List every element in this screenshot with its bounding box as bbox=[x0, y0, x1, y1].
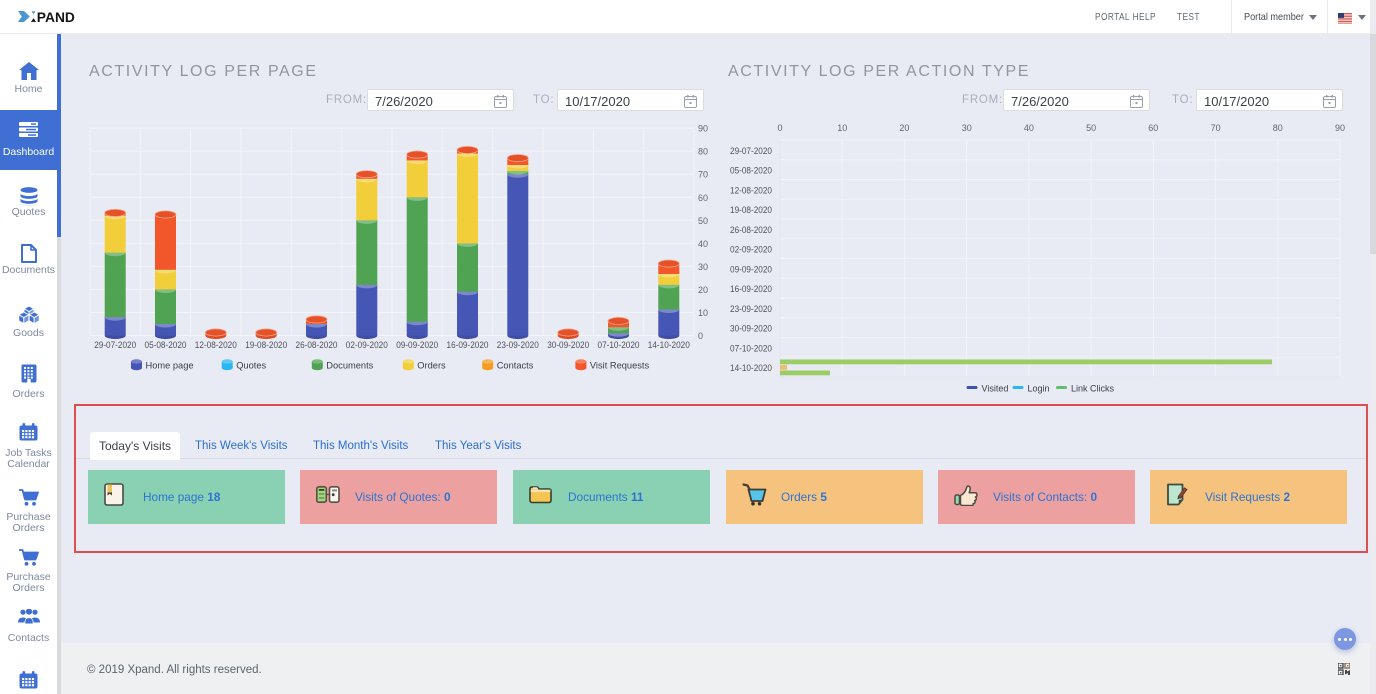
svg-text:10: 10 bbox=[837, 123, 847, 133]
svg-text:Visit Requests: Visit Requests bbox=[590, 361, 650, 371]
svg-text:16-09-2020: 16-09-2020 bbox=[447, 340, 489, 350]
svg-text:05-08-2020: 05-08-2020 bbox=[730, 166, 772, 176]
svg-text:Login: Login bbox=[1028, 384, 1050, 394]
svg-text:Documents: Documents bbox=[326, 361, 373, 371]
svg-text:23-09-2020: 23-09-2020 bbox=[497, 340, 539, 350]
svg-text:30-09-2020: 30-09-2020 bbox=[547, 340, 589, 350]
svg-text:02-09-2020: 02-09-2020 bbox=[730, 245, 772, 255]
svg-text:40: 40 bbox=[1024, 123, 1034, 133]
svg-text:90: 90 bbox=[698, 124, 708, 134]
svg-text:Quotes: Quotes bbox=[236, 361, 266, 371]
svg-text:Link Clicks: Link Clicks bbox=[1071, 384, 1115, 394]
svg-text:Contacts: Contacts bbox=[497, 361, 534, 371]
svg-text:20: 20 bbox=[899, 123, 909, 133]
svg-text:26-08-2020: 26-08-2020 bbox=[296, 340, 338, 350]
svg-text:14-10-2020: 14-10-2020 bbox=[730, 363, 772, 373]
svg-text:Home page: Home page bbox=[146, 361, 194, 371]
svg-text:07-10-2020: 07-10-2020 bbox=[730, 343, 772, 353]
svg-text:29-07-2020: 29-07-2020 bbox=[730, 146, 772, 156]
svg-text:80: 80 bbox=[698, 147, 708, 157]
svg-text:09-09-2020: 09-09-2020 bbox=[396, 340, 438, 350]
svg-text:Visited: Visited bbox=[982, 384, 1009, 394]
svg-text:19-08-2020: 19-08-2020 bbox=[730, 205, 772, 215]
svg-text:50: 50 bbox=[698, 216, 708, 226]
svg-text:10: 10 bbox=[698, 308, 708, 318]
svg-text:09-09-2020: 09-09-2020 bbox=[730, 264, 772, 274]
svg-text:23-09-2020: 23-09-2020 bbox=[730, 304, 772, 314]
svg-text:30-09-2020: 30-09-2020 bbox=[730, 324, 772, 334]
svg-text:70: 70 bbox=[698, 170, 708, 180]
svg-text:16-09-2020: 16-09-2020 bbox=[730, 284, 772, 294]
svg-text:30: 30 bbox=[698, 262, 708, 272]
svg-text:PAND: PAND bbox=[37, 10, 75, 25]
svg-text:0: 0 bbox=[698, 331, 703, 341]
svg-text:07-10-2020: 07-10-2020 bbox=[598, 340, 640, 350]
svg-text:30: 30 bbox=[962, 123, 972, 133]
svg-text:20: 20 bbox=[698, 285, 708, 295]
svg-text:50: 50 bbox=[1086, 123, 1096, 133]
svg-text:Orders: Orders bbox=[417, 361, 446, 371]
svg-text:90: 90 bbox=[1335, 123, 1345, 133]
svg-text:80: 80 bbox=[1273, 123, 1283, 133]
svg-text:60: 60 bbox=[1148, 123, 1158, 133]
svg-text:14-10-2020: 14-10-2020 bbox=[648, 340, 690, 350]
svg-text:12-08-2020: 12-08-2020 bbox=[730, 185, 772, 195]
svg-text:19-08-2020: 19-08-2020 bbox=[245, 340, 287, 350]
svg-text:40: 40 bbox=[698, 239, 708, 249]
svg-text:05-08-2020: 05-08-2020 bbox=[145, 340, 187, 350]
svg-text:12-08-2020: 12-08-2020 bbox=[195, 340, 237, 350]
svg-text:29-07-2020: 29-07-2020 bbox=[94, 340, 136, 350]
svg-text:26-08-2020: 26-08-2020 bbox=[730, 225, 772, 235]
svg-text:60: 60 bbox=[698, 193, 708, 203]
svg-text:0: 0 bbox=[777, 123, 782, 133]
svg-text:02-09-2020: 02-09-2020 bbox=[346, 340, 388, 350]
svg-text:70: 70 bbox=[1211, 123, 1221, 133]
